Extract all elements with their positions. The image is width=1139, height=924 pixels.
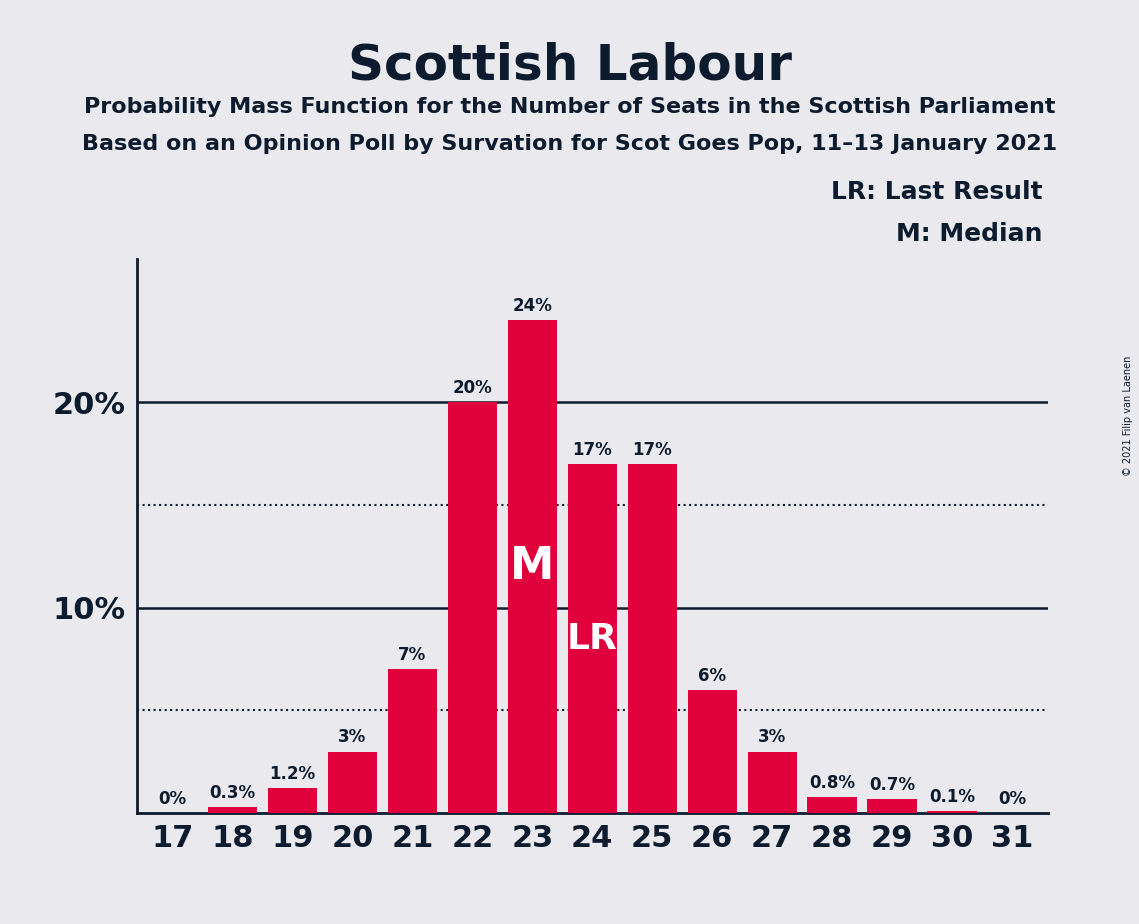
Text: LR: Last Result: LR: Last Result	[830, 180, 1042, 204]
Bar	[628, 464, 677, 813]
Text: 3%: 3%	[757, 728, 786, 747]
Text: 17%: 17%	[573, 441, 612, 459]
Text: 0.1%: 0.1%	[929, 788, 975, 806]
Bar	[567, 464, 617, 813]
Bar	[508, 321, 557, 813]
Bar	[688, 690, 737, 813]
Text: 20%: 20%	[452, 380, 492, 397]
Text: 6%: 6%	[698, 667, 727, 685]
Text: 0.7%: 0.7%	[869, 775, 915, 794]
Text: © 2021 Filip van Laenen: © 2021 Filip van Laenen	[1123, 356, 1133, 476]
Text: 17%: 17%	[632, 441, 672, 459]
Text: Based on an Opinion Poll by Survation for Scot Goes Pop, 11–13 January 2021: Based on an Opinion Poll by Survation fo…	[82, 134, 1057, 154]
Text: 0.8%: 0.8%	[809, 773, 855, 792]
Text: M: M	[510, 545, 555, 589]
Text: 0.3%: 0.3%	[210, 784, 255, 802]
Bar	[747, 751, 796, 813]
Text: Scottish Labour: Scottish Labour	[347, 42, 792, 90]
Text: LR: LR	[567, 622, 617, 656]
Bar	[328, 751, 377, 813]
Bar	[388, 669, 437, 813]
Text: 3%: 3%	[338, 728, 367, 747]
Bar	[868, 798, 917, 813]
Bar	[808, 796, 857, 813]
Bar	[927, 811, 976, 813]
Text: 7%: 7%	[399, 646, 427, 664]
Bar	[208, 807, 257, 813]
Text: Probability Mass Function for the Number of Seats in the Scottish Parliament: Probability Mass Function for the Number…	[84, 97, 1055, 117]
Text: 0%: 0%	[998, 790, 1026, 808]
Bar	[448, 403, 497, 813]
Text: 24%: 24%	[513, 298, 552, 315]
Bar	[268, 788, 317, 813]
Text: 1.2%: 1.2%	[270, 765, 316, 784]
Text: M: Median: M: Median	[895, 222, 1042, 246]
Text: 0%: 0%	[158, 790, 187, 808]
